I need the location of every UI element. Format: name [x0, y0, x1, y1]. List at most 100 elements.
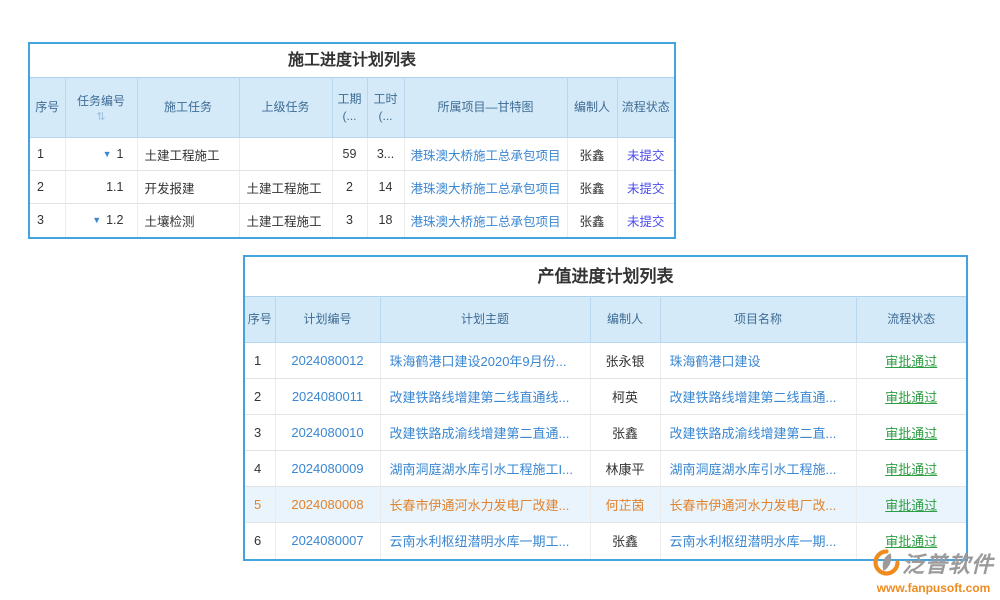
project-name-link[interactable]: 改建铁路成渝线增建第二直... [669, 426, 837, 441]
t1-column-header-0: 序号 [30, 77, 66, 138]
status-pending-label: 未提交 [626, 148, 665, 163]
plan-number-link[interactable]: 2024080012 [291, 353, 364, 368]
status-cell: 审批通过 [856, 486, 966, 523]
seq-cell: 1 [245, 342, 276, 379]
t1-column-label-2: 施工任务 [163, 100, 212, 115]
author-cell: 张鑫 [590, 522, 661, 559]
output-table-row: 2 2024080011 改建铁路线增建第二线直通线... 柯英 改建铁路线增建第二线直… [245, 378, 966, 415]
author-cell: 何芷茵 [590, 486, 661, 523]
output-plan-title: 产值进度计划列表 [537, 267, 674, 286]
fanpu-watermark: 泛普软件 www.fanpusoft.com [873, 549, 994, 594]
status-cell: 未提交 [617, 204, 674, 237]
seq-cell: 4 [245, 450, 276, 487]
plan-number-link[interactable]: 2024080011 [291, 389, 364, 404]
author-cell: 张永银 [590, 342, 661, 379]
plan-number-link[interactable]: 2024080008 [291, 497, 364, 512]
parent-task-cell: 土建工程施工 [239, 203, 333, 237]
plan-subject-link[interactable]: 云南水利枢纽潜明水库一期工... [389, 534, 570, 550]
plan-subject-link[interactable]: 湖南洞庭湖水库引水工程施工I... [389, 462, 573, 477]
author-cell: 张鑫 [567, 203, 618, 237]
plan-subject-cell: 改建铁路成渝线增建第二直通... [380, 414, 591, 451]
triangle-down-icon[interactable]: ▼ [92, 215, 102, 226]
construction-table-row: 2 1.1 开发报建 土建工程施工 2 14 港珠澳大桥施工总承包项目 张鑫 未提交 [30, 170, 674, 204]
task-number: 1 [116, 147, 124, 161]
status-approved-link[interactable]: 审批通过 [885, 390, 938, 405]
plan-subject-link[interactable]: 改建铁路线增建第二线直通线... [389, 390, 570, 405]
t2-column-label-2: 计划主题 [460, 312, 509, 327]
plan-number-cell: 2024080012 [275, 342, 381, 379]
project-name-link[interactable]: 湖南洞庭湖水库引水工程施... [669, 462, 837, 477]
author-cell: 柯英 [590, 378, 661, 415]
status-approved-link[interactable]: 审批通过 [885, 534, 938, 550]
project-name-cell: 云南水利枢纽潜明水库一期... [660, 522, 857, 559]
plan-number-cell: 2024080009 [275, 450, 381, 487]
plan-subject-link[interactable]: 改建铁路成渝线增建第二直通... [389, 426, 570, 441]
plan-subject-link[interactable]: 长春市伊通河水力发电厂改建... [389, 498, 570, 513]
output-table-row: 1 2024080012 珠海鹤港口建设2020年9月份... 张永银 珠海鹤港口建设 审… [245, 342, 966, 379]
t1-column-header-5: 工时(... [367, 77, 405, 138]
plan-number-cell: 2024080011 [275, 378, 381, 415]
status-cell: 审批通过 [856, 342, 966, 379]
status-cell: 未提交 [617, 137, 674, 171]
t2-column-header-5: 流程状态 [856, 296, 966, 343]
project-link[interactable]: 港珠澳大桥施工总承包项目 [410, 181, 561, 196]
project-cell: 港珠澳大桥施工总承包项目 [404, 137, 568, 171]
project-name-cell: 改建铁路线增建第二线直通... [660, 378, 857, 415]
t1-column-header-2: 施工任务 [137, 77, 240, 138]
seq-cell: 6 [245, 522, 276, 559]
seq-cell: 3 [245, 414, 276, 451]
t1-column-label-4: 工期(... [337, 92, 362, 123]
project-name-link[interactable]: 珠海鹤港口建设 [669, 354, 761, 369]
plan-subject-cell: 湖南洞庭湖水库引水工程施工I... [380, 450, 591, 487]
seq-cell: 5 [245, 486, 276, 523]
hours-cell: 14 [367, 170, 405, 204]
status-pending-label: 未提交 [626, 214, 665, 229]
status-approved-link[interactable]: 审批通过 [885, 426, 938, 441]
t1-column-label-1: 任务编号 [76, 94, 125, 109]
task-name-cell: 土建工程施工 [137, 137, 240, 171]
triangle-down-icon[interactable]: ▼ [102, 149, 112, 159]
project-cell: 港珠澳大桥施工总承包项目 [404, 203, 568, 237]
parent-task-cell: 土建工程施工 [239, 170, 333, 204]
seq-cell: 2 [30, 170, 66, 204]
output-table-row: 3 2024080010 改建铁路成渝线增建第二直通... 张鑫 改建铁路成渝线增建第二… [245, 414, 966, 451]
status-approved-link[interactable]: 审批通过 [885, 498, 938, 513]
plan-number-cell: 2024080010 [275, 414, 381, 451]
t1-column-header-3: 上级任务 [239, 77, 333, 138]
task-number: 1.1 [106, 180, 124, 194]
task-name-cell: 土壤检测 [137, 203, 240, 237]
plan-subject-link[interactable]: 珠海鹤港口建设2020年9月份... [389, 354, 567, 369]
plan-number-link[interactable]: 2024080009 [291, 461, 364, 476]
status-approved-link[interactable]: 审批通过 [885, 354, 938, 369]
author-cell: 林康平 [590, 450, 661, 487]
t2-column-label-1: 计划编号 [303, 312, 352, 327]
seq-cell: 2 [245, 378, 276, 415]
project-link[interactable]: 港珠澳大桥施工总承包项目 [410, 214, 561, 229]
t1-column-header-1[interactable]: 任务编号 ⇅ [65, 77, 138, 138]
t1-column-header-6: 所属项目—甘特图 [404, 77, 568, 138]
project-name-link[interactable]: 长春市伊通河水力发电厂改... [669, 498, 837, 513]
t2-column-header-4: 项目名称 [660, 296, 857, 343]
plan-number-link[interactable]: 2024080007 [291, 533, 364, 549]
project-link[interactable]: 港珠澳大桥施工总承包项目 [410, 148, 561, 163]
duration-cell: 2 [332, 170, 368, 204]
t1-column-header-4: 工期(... [332, 77, 368, 138]
brand-name: 泛普软件 [901, 551, 994, 577]
duration-cell: 59 [332, 137, 368, 171]
t1-column-label-3: 上级任务 [261, 100, 310, 115]
t1-column-header-8: 流程状态 [617, 77, 674, 138]
plan-number-link[interactable]: 2024080010 [291, 425, 364, 440]
project-name-link[interactable]: 改建铁路线增建第二线直通... [669, 390, 837, 405]
t2-column-header-3: 编制人 [590, 296, 661, 343]
t1-column-label-7: 编制人 [573, 100, 610, 115]
construction-header-row: 序号 任务编号 ⇅ 施工任务 上级任务 工期(... 工时(... 所属项目—甘特图 编制人 流程… [30, 77, 674, 138]
status-cell: 审批通过 [856, 414, 966, 451]
sort-icon[interactable]: ⇅ [96, 110, 106, 123]
task-number-cell: ▼ 1 [65, 137, 138, 171]
t1-column-label-6: 所属项目—甘特图 [437, 100, 534, 115]
status-cell: 审批通过 [856, 450, 966, 487]
project-name-link[interactable]: 云南水利枢纽潜明水库一期... [669, 534, 837, 550]
status-approved-link[interactable]: 审批通过 [885, 462, 938, 477]
t2-column-label-4: 项目名称 [733, 312, 782, 327]
